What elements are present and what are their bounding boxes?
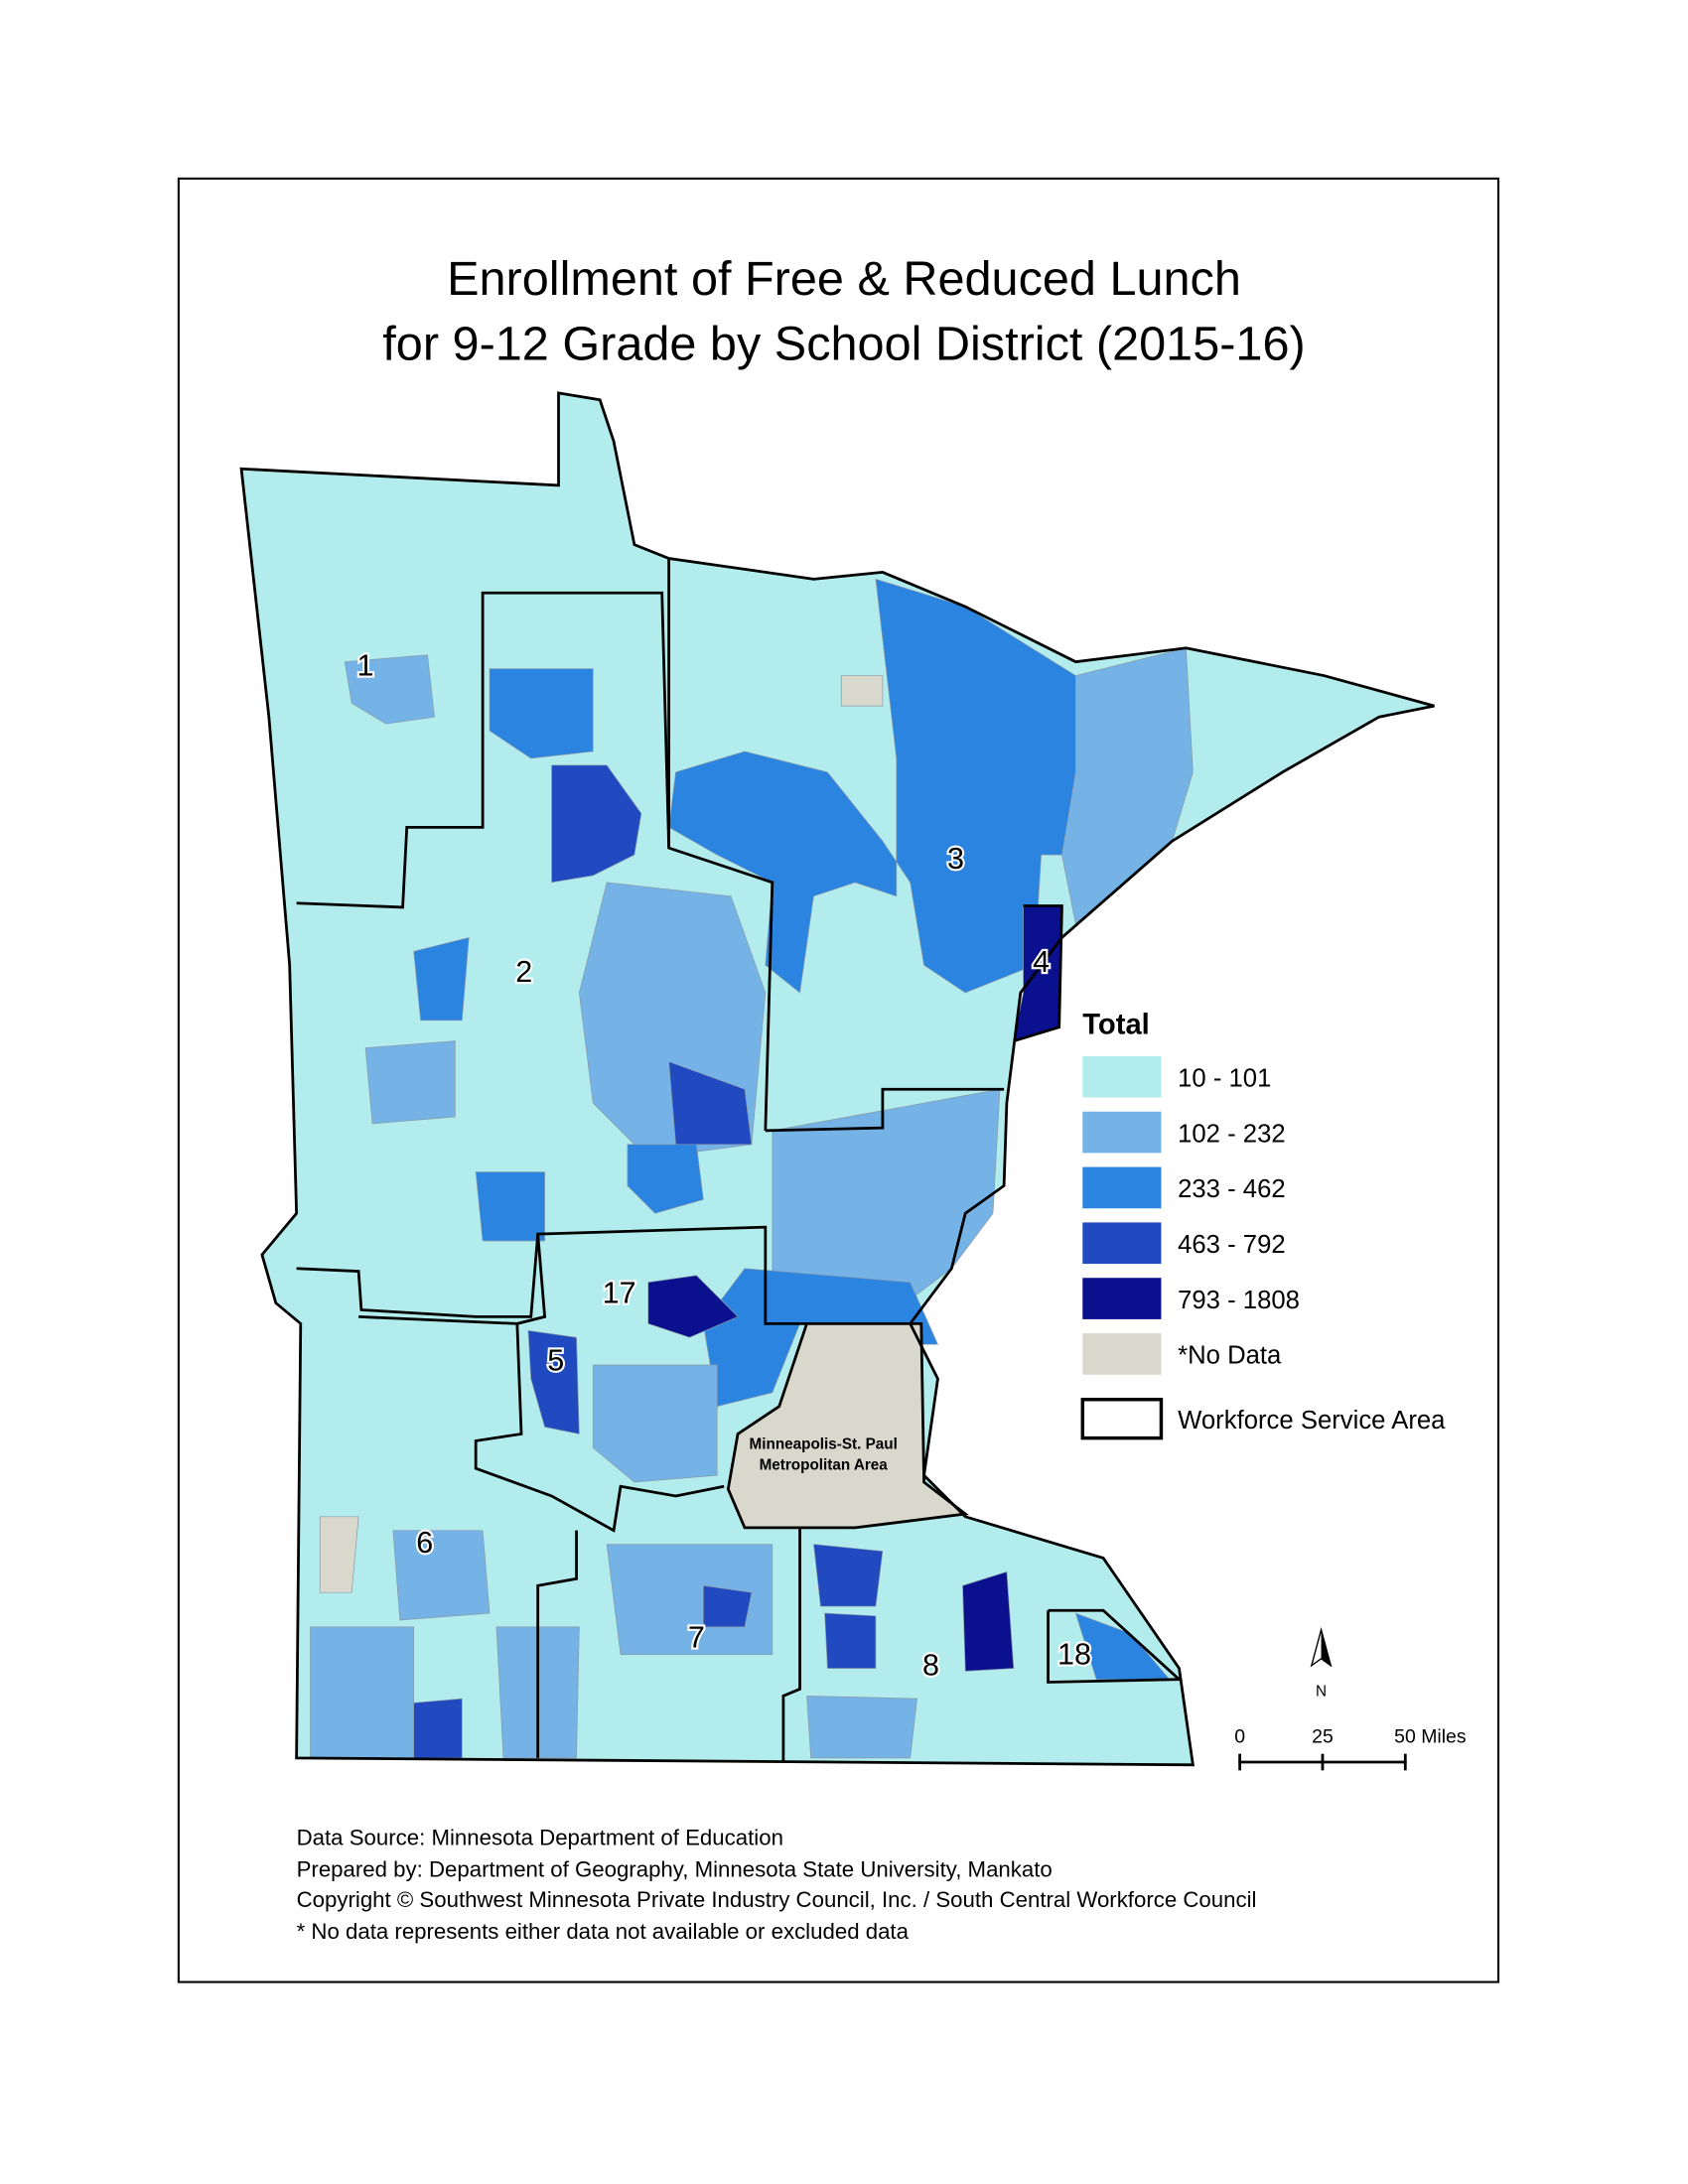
legend-title: Total [1082, 1010, 1149, 1041]
footer-line: Copyright © Southwest Minnesota Private … [297, 1887, 1257, 1912]
district-patch [806, 1695, 918, 1759]
footer-line: * No data represents either data not ava… [297, 1919, 910, 1944]
district-patch [475, 1171, 545, 1242]
district-patch [489, 668, 594, 759]
district-patch [647, 1275, 739, 1338]
title-line: Enrollment of Free & Reduced Lunch [447, 252, 1241, 306]
metro-label: Minneapolis-St. Paul [750, 1436, 898, 1453]
legend-label: 10 - 101 [1178, 1064, 1271, 1092]
district-patch [592, 1364, 718, 1483]
legend-label: 102 - 232 [1178, 1120, 1286, 1148]
legend-swatch [1082, 1222, 1162, 1265]
region-label: 18 [1057, 1637, 1091, 1671]
state-map [240, 392, 1435, 1766]
region-label: 7 [688, 1621, 705, 1655]
region-label: 17 [603, 1277, 636, 1310]
region-label: 6 [416, 1526, 433, 1560]
district-patch [527, 1329, 580, 1434]
workforce-boundaries [239, 391, 1435, 1767]
legend-label: 793 - 1808 [1178, 1287, 1300, 1314]
district-patch [364, 1040, 456, 1125]
district-patch [702, 1584, 753, 1628]
legend-swatch [1082, 1111, 1162, 1154]
metro-label: Metropolitan Area [760, 1457, 889, 1474]
region-label: 8 [922, 1649, 939, 1683]
legend-swatch [1082, 1333, 1162, 1375]
north-arrow: N [1310, 1627, 1333, 1700]
region-label: 1 [357, 649, 374, 683]
footer-line: Data Source: Minnesota Department of Edu… [297, 1825, 783, 1849]
legend-label: 463 - 792 [1178, 1231, 1286, 1259]
district-patch [813, 1544, 884, 1607]
district-patch [310, 1626, 415, 1759]
scale-label: 50 Miles [1394, 1726, 1467, 1748]
district-patch [824, 1612, 877, 1669]
legend: Total 10 - 101 102 - 232 233 - 462 463 - 79… [1080, 1010, 1446, 1440]
legend-swatch [1082, 1166, 1162, 1209]
district-patch [344, 654, 435, 725]
scale-label: 0 [1234, 1726, 1245, 1748]
region-label: 3 [947, 842, 964, 876]
title-line: for 9-12 Grade by School District (2015-… [382, 318, 1305, 371]
legend-items: 10 - 101 102 - 232 233 - 462 463 - 792 793 -… [1082, 1055, 1300, 1375]
legend-swatch [1082, 1055, 1162, 1098]
district-patch [627, 1144, 704, 1214]
district-patch [392, 1530, 491, 1621]
district-patch [413, 936, 470, 1022]
legend-swatch [1082, 1278, 1162, 1319]
footer: Data Source: Minnesota Department of Edu… [297, 1825, 1257, 1943]
region-labels: 1 2 3 4 5 6 7 8 17 18 Minneapolis-St. Pa… [354, 646, 1093, 1684]
district-patch [962, 1570, 1015, 1672]
boundary-swatch [1080, 1397, 1164, 1440]
region-label: 5 [547, 1344, 564, 1378]
legend-label: *No Data [1178, 1342, 1282, 1370]
legend-label: Workforce Service Area [1178, 1407, 1446, 1434]
district-patch [319, 1516, 359, 1593]
district-patch [840, 675, 884, 707]
legend-label: 233 - 462 [1178, 1175, 1286, 1203]
region-label: 2 [515, 955, 532, 989]
scale-label: 25 [1312, 1726, 1334, 1748]
district-patch [668, 1060, 753, 1146]
region-label: 4 [1033, 945, 1050, 979]
district-patch [668, 578, 1076, 994]
map-layout: Enrollment of Free & Reduced Lunch for 9… [177, 177, 1500, 1983]
scale-bar: 0 25 50 Miles [1234, 1726, 1467, 1771]
district-patch [551, 764, 642, 884]
north-label: N [1316, 1683, 1327, 1700]
district-patch [413, 1698, 463, 1759]
footer-line: Prepared by: Department of Geography, Mi… [297, 1856, 1053, 1881]
